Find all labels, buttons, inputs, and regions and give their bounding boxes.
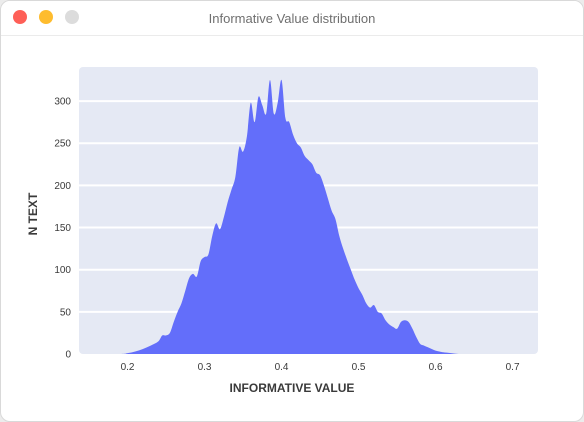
title-bar: Informative Value distribution xyxy=(1,1,583,36)
window-title: Informative Value distribution xyxy=(208,11,376,26)
x-axis-title: INFORMATIVE VALUE xyxy=(230,381,355,395)
y-tick-label: 150 xyxy=(54,223,71,234)
y-tick-label: 0 xyxy=(65,350,71,361)
distribution-area xyxy=(79,79,538,354)
zoom-window-button[interactable] xyxy=(65,10,79,24)
y-tick-label: 300 xyxy=(54,97,71,108)
close-window-button[interactable] xyxy=(13,10,27,24)
y-tick-label: 50 xyxy=(60,307,72,318)
y-axis-ticks: 0 50 100 150 200 250 300 xyxy=(54,97,71,361)
x-tick-label: 0.5 xyxy=(352,362,366,373)
x-axis-ticks: 0.2 0.3 0.4 0.5 0.6 0.7 xyxy=(121,362,520,373)
y-tick-label: 100 xyxy=(54,265,71,276)
y-axis-title: N TEXT xyxy=(26,192,40,235)
y-tick-label: 200 xyxy=(54,181,71,192)
x-tick-label: 0.4 xyxy=(275,362,289,373)
y-tick-label: 250 xyxy=(54,139,71,150)
minimize-window-button[interactable] xyxy=(39,10,53,24)
x-tick-label: 0.2 xyxy=(121,362,135,373)
x-tick-label: 0.6 xyxy=(429,362,443,373)
x-tick-label: 0.3 xyxy=(198,362,212,373)
x-tick-label: 0.7 xyxy=(506,362,520,373)
